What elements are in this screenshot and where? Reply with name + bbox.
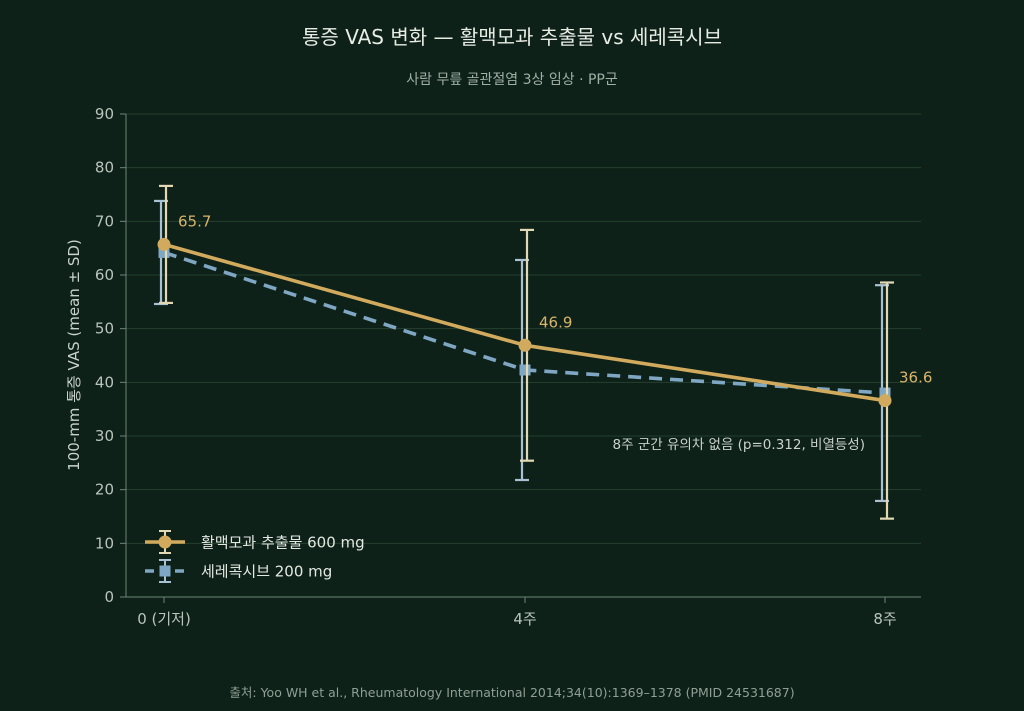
data-point bbox=[519, 364, 531, 376]
legend: 활맥모과 추출물 600 mg 세레콕시브 200 mg bbox=[145, 530, 365, 583]
chart-title: 통증 VAS 변화 — 활맥모과 추출물 vs 세레콕시브 bbox=[302, 25, 722, 49]
y-tick-label: 60 bbox=[95, 266, 114, 284]
chart-subtitle: 사람 무릎 골관절염 3상 임상 · PP군 bbox=[406, 72, 618, 88]
annotation-text: 8주 군간 유의차 없음 (p=0.312, 비열등성) bbox=[613, 437, 865, 453]
y-tick-label: 30 bbox=[95, 427, 114, 445]
x-tick-labels: 0 (기저) 4주 8주 bbox=[137, 610, 896, 628]
data-label: 65.7 bbox=[178, 212, 211, 230]
data-label: 36.6 bbox=[899, 369, 932, 387]
series-comparator bbox=[154, 199, 891, 503]
legend-marker bbox=[159, 565, 171, 577]
legend-label: 세레콕시브 200 mg bbox=[201, 563, 332, 581]
y-tick-label: 0 bbox=[104, 588, 114, 606]
y-tick-labels: 0 10 20 30 40 50 60 70 80 90 bbox=[95, 105, 114, 606]
axes bbox=[120, 113, 921, 603]
data-point bbox=[878, 394, 892, 408]
y-tick-label: 80 bbox=[95, 159, 114, 177]
y-tick-label: 10 bbox=[95, 534, 114, 552]
data-point bbox=[879, 387, 891, 399]
data-labels: 65.7 46.9 36.6 bbox=[178, 212, 932, 386]
source-note: 출처: Yoo WH et al., Rheumatology Internat… bbox=[229, 685, 794, 700]
y-axis-label: 100-mm 통증 VAS (mean ± SD) bbox=[65, 239, 83, 471]
gridlines bbox=[126, 113, 921, 544]
data-point bbox=[158, 246, 170, 258]
data-point bbox=[157, 237, 171, 251]
series bbox=[154, 184, 894, 520]
data-label: 46.9 bbox=[539, 313, 572, 331]
x-tick-label: 4주 bbox=[513, 610, 536, 628]
legend-item: 세레콕시브 200 mg bbox=[145, 559, 332, 583]
y-tick-label: 90 bbox=[95, 105, 114, 123]
y-tick-label: 40 bbox=[95, 373, 114, 391]
annotations: 8주 군간 유의차 없음 (p=0.312, 비열등성) bbox=[613, 437, 865, 453]
legend-label: 활맥모과 추출물 600 mg bbox=[201, 534, 365, 552]
legend-marker bbox=[158, 535, 172, 549]
x-tick-label: 0 (기저) bbox=[137, 610, 191, 628]
legend-item: 활맥모과 추출물 600 mg bbox=[145, 530, 365, 554]
data-point bbox=[518, 338, 532, 352]
series-line bbox=[163, 242, 886, 403]
series-primary bbox=[157, 184, 894, 520]
y-tick-label: 70 bbox=[95, 212, 114, 230]
x-tick-label: 8주 bbox=[873, 610, 896, 628]
y-tick-label: 50 bbox=[95, 320, 114, 338]
y-tick-label: 20 bbox=[95, 481, 114, 499]
